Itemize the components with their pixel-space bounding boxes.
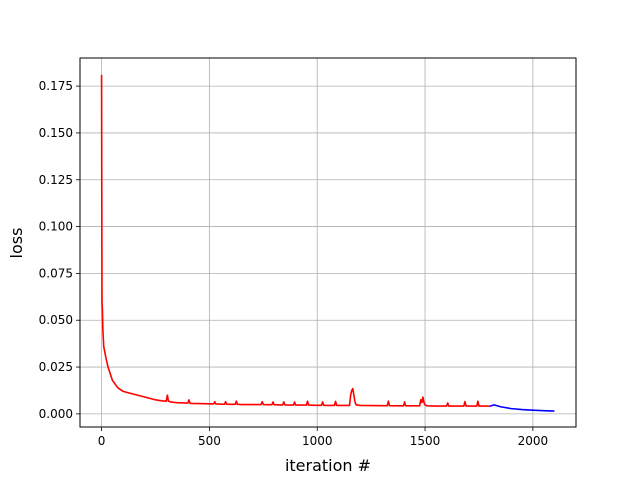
y-tick-label: 0.075: [39, 266, 73, 280]
x-tick-label: 1500: [410, 434, 441, 448]
plot-frame: [79, 57, 577, 428]
grid: [80, 58, 576, 427]
x-tick-label: 2000: [518, 434, 549, 448]
y-tick-label: 0.125: [39, 173, 73, 187]
series-line-blue: [489, 404, 555, 412]
x-tick-label: 500: [198, 434, 221, 448]
series-lines: [100, 74, 555, 412]
axis-ticks: 0 500 1000 1500 2000 0.000 0.025 0.050 0.075 0.10…: [39, 79, 549, 448]
y-tick-label: 0.025: [39, 360, 73, 374]
y-tick-label: 0.050: [39, 313, 73, 327]
x-tick-label: 1000: [302, 434, 333, 448]
y-tick-label: 0.150: [39, 126, 73, 140]
series-line-red: [100, 74, 490, 408]
x-axis-label: iteration #: [285, 456, 371, 475]
x-tick-label: 0: [98, 434, 106, 448]
y-tick-label: 0.000: [39, 407, 73, 421]
y-tick-label: 0.100: [39, 220, 73, 234]
y-axis-label: loss: [7, 228, 26, 259]
y-tick-label: 0.175: [39, 79, 73, 93]
